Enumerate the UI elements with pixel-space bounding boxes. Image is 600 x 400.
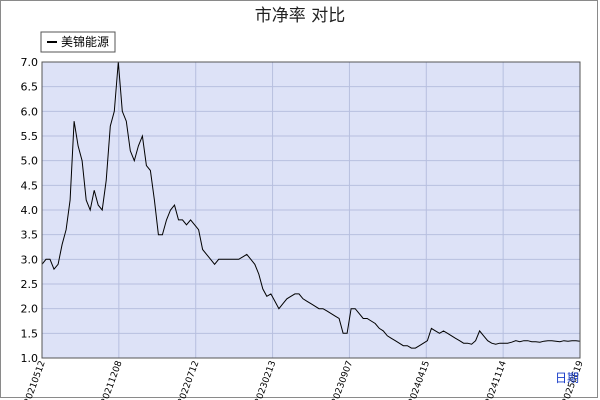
chart-title: 市净率 对比 — [255, 6, 345, 26]
y-tick-label: 5.5 — [21, 130, 39, 143]
legend-label: 美锦能源 — [61, 35, 109, 49]
y-tick-label: 1.0 — [21, 352, 39, 365]
y-tick-label: 4.0 — [21, 204, 39, 217]
y-tick-label: 2.0 — [21, 303, 39, 316]
legend-box — [40, 31, 116, 53]
y-tick-label: 3.5 — [21, 229, 39, 242]
y-tick-label: 5.0 — [21, 155, 39, 168]
y-tick-label: 6.5 — [21, 81, 39, 94]
y-tick-label: 4.5 — [21, 179, 39, 192]
x-tick-label: 20240415 — [407, 360, 432, 400]
x-tick-label: 20230213 — [253, 360, 278, 400]
y-tick-label: 2.5 — [21, 278, 39, 291]
x-tick-label: 20230907 — [330, 360, 355, 400]
series-line — [41, 61, 581, 349]
x-axis-label: 日期 — [555, 371, 579, 385]
y-axis-ticks: 1.0 1.5 2.0 2.5 3.0 3.5 4.0 4.5 5.0 5.5 6.0 6.5 7.0 — [21, 56, 39, 365]
y-tick-label: 1.5 — [21, 327, 39, 340]
x-tick-label: 20241114 — [484, 359, 509, 400]
x-tick-label: 20220712 — [176, 360, 201, 400]
x-axis-ticks: 20210512 20211208 20220712 20230213 20230907… — [23, 359, 586, 400]
y-tick-label: 7.0 — [21, 56, 39, 69]
plot-border — [41, 61, 581, 359]
y-tick-label: 6.0 — [21, 105, 39, 118]
y-tick-label: 3.0 — [21, 253, 39, 266]
x-tick-label: 20211208 — [100, 359, 125, 400]
legend: 美锦能源 — [40, 31, 116, 53]
x-tick-label: 20210512 — [23, 360, 48, 400]
grid — [41, 61, 581, 359]
